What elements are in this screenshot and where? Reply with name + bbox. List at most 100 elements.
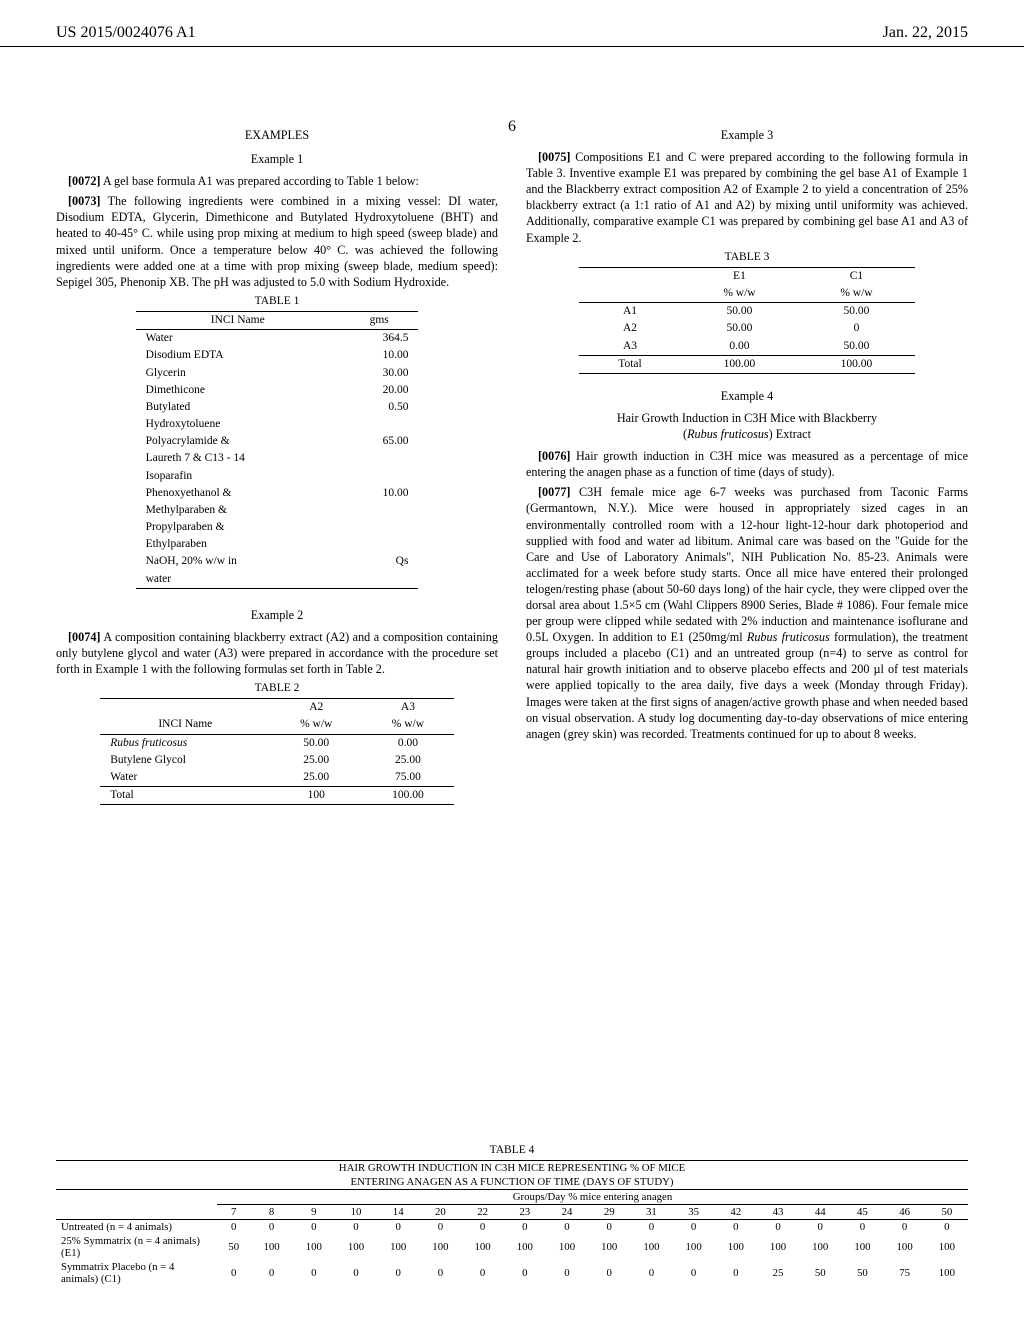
table-4-day: 24 (546, 1205, 588, 1220)
table-2-b: 0.00 (362, 734, 454, 752)
table-4-val: 100 (926, 1260, 968, 1286)
table-1-name: Methylparaben & (136, 502, 340, 519)
table-1-caption: TABLE 1 (56, 294, 498, 309)
para-text: Compositions E1 and C were prepared acco… (526, 150, 968, 244)
table-3-b: 50.00 (798, 338, 915, 356)
table-1-name: Hydroxytoluene (136, 416, 340, 433)
table-4-val: 0 (715, 1260, 757, 1286)
table-4-day: 8 (250, 1205, 292, 1220)
table-4-val: 0 (588, 1220, 630, 1235)
table-4-val: 0 (757, 1220, 799, 1235)
table-4-val: 0 (546, 1260, 588, 1286)
table-1-name: Disodium EDTA (136, 347, 340, 364)
para-text: Hair growth induction in C3H mice was me… (526, 449, 968, 479)
para-num: [0076] (538, 449, 571, 463)
table-1-name: Isoparafin (136, 468, 340, 485)
example-3-heading: Example 3 (526, 127, 968, 143)
table-4-val: 50 (841, 1260, 883, 1286)
table-4-val: 100 (377, 1234, 419, 1260)
table-4-day: 14 (377, 1205, 419, 1220)
table-4-val: 0 (419, 1220, 461, 1235)
table-3-total-a: 100.00 (681, 355, 798, 373)
table-4-val: 0 (504, 1220, 546, 1235)
table-4-val: 100 (926, 1234, 968, 1260)
table-4-val: 0 (217, 1220, 250, 1235)
table-4-val: 0 (588, 1260, 630, 1286)
table-1-val (340, 571, 419, 589)
table-4-val: 100 (799, 1234, 841, 1260)
table-3-total-b: 100.00 (798, 355, 915, 373)
table-2-col2a: A2 (270, 699, 362, 717)
table-4-day: 7 (217, 1205, 250, 1220)
para-text: A gel base formula A1 was prepared accor… (101, 174, 419, 188)
page-number: 6 (508, 118, 516, 136)
table-4-val: 100 (419, 1234, 461, 1260)
table-4-day: 10 (335, 1205, 377, 1220)
table-4-val: 100 (546, 1234, 588, 1260)
table-4-day: 43 (757, 1205, 799, 1220)
table-4-val: 50 (217, 1234, 250, 1260)
table-4-val: 0 (673, 1260, 715, 1286)
table-4-day: 20 (419, 1205, 461, 1220)
table-2: A2 A3 INCI Name % w/w % w/w Rubus frutic… (100, 698, 454, 805)
table-1-name: NaOH, 20% w/w in (136, 553, 340, 570)
table-4-day: 22 (462, 1205, 504, 1220)
table-4-val: 0 (293, 1260, 335, 1286)
table-4-val: 100 (630, 1234, 672, 1260)
para-num: [0077] (538, 485, 571, 499)
example-2-heading: Example 2 (56, 607, 498, 623)
example-4-heading: Example 4 (526, 388, 968, 404)
table-2-a: 50.00 (270, 734, 362, 752)
table-4-val: 0 (546, 1220, 588, 1235)
table-4-val: 0 (335, 1220, 377, 1235)
table-2-b: 25.00 (362, 752, 454, 769)
table-4-val: 100 (757, 1234, 799, 1260)
table-1-val: 65.00 (340, 433, 419, 450)
table-2-total-b: 100.00 (362, 787, 454, 805)
table-3-a: 0.00 (681, 338, 798, 356)
table-3-b: 50.00 (798, 303, 915, 321)
table-4-val: 0 (335, 1260, 377, 1286)
table-1-name: Butylated (136, 399, 340, 416)
table-1-val: Qs (340, 553, 419, 570)
table-3-col2a: E1 (681, 267, 798, 285)
table-1: INCI Name gms Water364.5Disodium EDTA10.… (136, 311, 419, 589)
table-1-val: 364.5 (340, 330, 419, 348)
para-num: [0074] (68, 630, 101, 644)
table-4-caption: TABLE 4 (56, 1144, 968, 1156)
table-2-name: Butylene Glycol (100, 752, 270, 769)
table-1-val (340, 502, 419, 519)
table-2-total-a: 100 (270, 787, 362, 805)
table-1-val: 30.00 (340, 365, 419, 382)
table-4-val: 0 (504, 1260, 546, 1286)
table-3-name: A2 (579, 320, 681, 337)
para-text: A composition containing blackberry extr… (56, 630, 498, 676)
table-4-val: 75 (884, 1260, 926, 1286)
paragraph-0077: [0077] C3H female mice age 6-7 weeks was… (526, 484, 968, 742)
table-4-val: 100 (841, 1234, 883, 1260)
table-4-day: 42 (715, 1205, 757, 1220)
page-header: US 2015/0024076 A1 Jan. 22, 2015 (0, 0, 1024, 47)
table-1-val: 10.00 (340, 347, 419, 364)
examples-heading: EXAMPLES (56, 127, 498, 143)
table-1-name: water (136, 571, 340, 589)
table-4-val: 0 (841, 1220, 883, 1235)
table-4-title-2: ENTERING ANAGEN AS A FUNCTION OF TIME (D… (56, 1175, 968, 1190)
table-4-val: 100 (293, 1234, 335, 1260)
table-4-val: 100 (250, 1234, 292, 1260)
table-2-col1: INCI Name (100, 716, 270, 734)
table-4-val: 0 (884, 1220, 926, 1235)
para-num: [0073] (68, 194, 101, 208)
table-4-day: 9 (293, 1205, 335, 1220)
table-1-name: Propylparaben & (136, 519, 340, 536)
table-4-val: 100 (588, 1234, 630, 1260)
table-1-name: Laureth 7 & C13 - 14 (136, 450, 340, 467)
paragraph-0073: [0073] The following ingredients were co… (56, 193, 498, 290)
para-num: [0072] (68, 174, 101, 188)
table-4-val: 0 (293, 1220, 335, 1235)
table-4-val: 100 (335, 1234, 377, 1260)
table-1-val (340, 416, 419, 433)
table-4-val: 100 (715, 1234, 757, 1260)
table-1-val: 0.50 (340, 399, 419, 416)
table-4-group: 25% Symmatrix (n = 4 animals) (E1) (56, 1234, 217, 1260)
